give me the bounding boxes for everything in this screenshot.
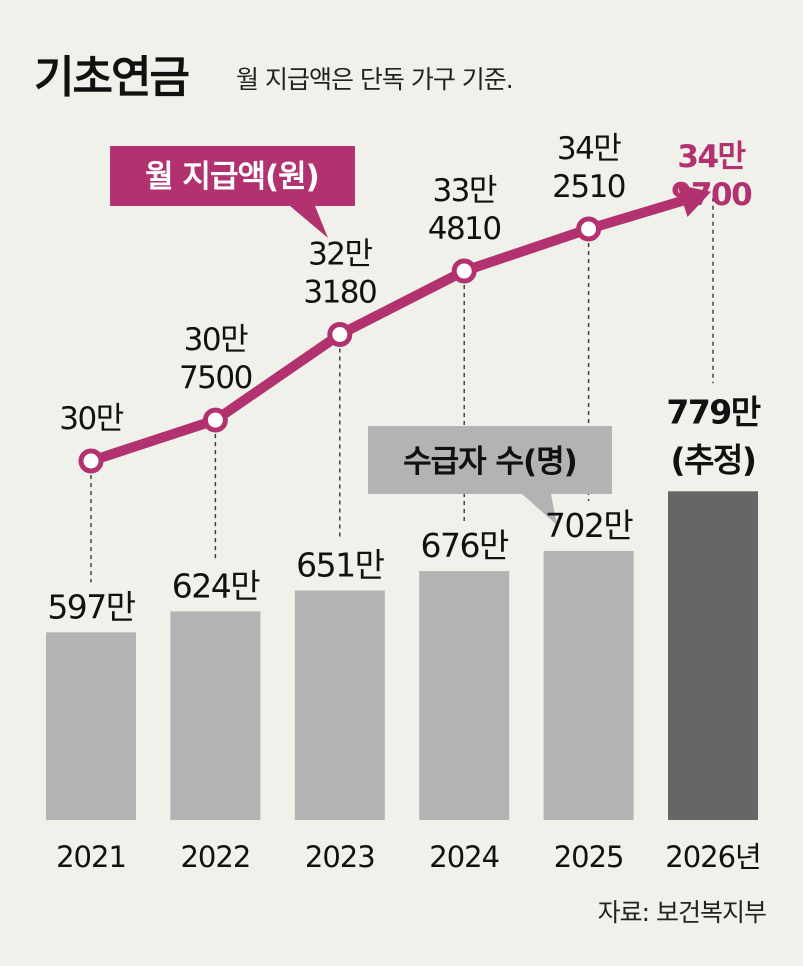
pension-value-label: 7500: [179, 360, 252, 396]
legend-recipients: 수급자 수(명): [368, 426, 612, 525]
legend-recipients-label: 수급자 수(명): [403, 444, 577, 480]
x-tick-label: 2023: [305, 840, 375, 874]
pension-value-label: 30만: [184, 322, 248, 358]
x-tick-label: 2021: [56, 840, 126, 874]
legend-recipients-box: [368, 426, 612, 525]
pension-value-label: 9700: [671, 177, 752, 213]
pension-value-label: 30만: [59, 401, 123, 437]
bar-2026년: [668, 491, 758, 820]
bar-value-label: 779만: [666, 392, 760, 431]
pension-value-label: 32만: [308, 236, 372, 272]
chart-title: 기초연금: [34, 52, 188, 103]
x-tick-label: 2022: [180, 840, 250, 874]
source-note: 자료: 보건복지부: [598, 898, 766, 927]
pension-value-label: 2510: [552, 169, 625, 205]
bar-2023: [294, 590, 385, 820]
labels-group: 597만 2021 624만 2022 651만 2023 676만 2024 702만 2025…: [47, 131, 762, 874]
legend-pension-label: 월 지급액(원): [145, 159, 319, 195]
pension-value-label: 34만: [557, 131, 621, 167]
bar-2024: [419, 571, 510, 820]
pension-value-label: 4810: [428, 211, 501, 247]
connectors-group: [90, 197, 714, 583]
pension-marker-2025: [576, 216, 602, 242]
bar-2021: [46, 632, 136, 820]
bar-value-label: 651만: [296, 545, 384, 584]
bar-note-label: (추정): [671, 440, 756, 479]
bar-value-label: 702만: [545, 506, 633, 545]
bars-group: [46, 491, 758, 820]
bar-value-label: 624만: [172, 566, 260, 605]
pension-line-group: [78, 184, 711, 474]
pension-marker-2023: [327, 321, 353, 347]
pension-value-label: 3180: [303, 274, 376, 310]
legend-pension-box: [110, 146, 355, 238]
pension-marker-2021: [78, 448, 104, 474]
x-tick-label: 2026년: [665, 840, 760, 874]
bar-value-label: 597만: [47, 587, 135, 626]
bar-2025: [543, 550, 634, 820]
pension-value-label: 34만: [677, 139, 745, 175]
chart-subtitle: 월 지급액은 단독 가구 기준.: [236, 65, 513, 94]
pension-arrow-head: [677, 184, 711, 217]
bar-value-label: 676만: [421, 526, 509, 565]
x-tick-label: 2024: [429, 840, 499, 874]
bar-2022: [170, 611, 261, 820]
pension-value-label: 33만: [432, 173, 496, 209]
pension-line: [86, 195, 688, 466]
legend-pension: 월 지급액(원): [110, 146, 355, 238]
pension-marker-2022: [202, 407, 228, 433]
pension-marker-2024: [451, 258, 477, 284]
x-tick-label: 2025: [554, 840, 624, 874]
